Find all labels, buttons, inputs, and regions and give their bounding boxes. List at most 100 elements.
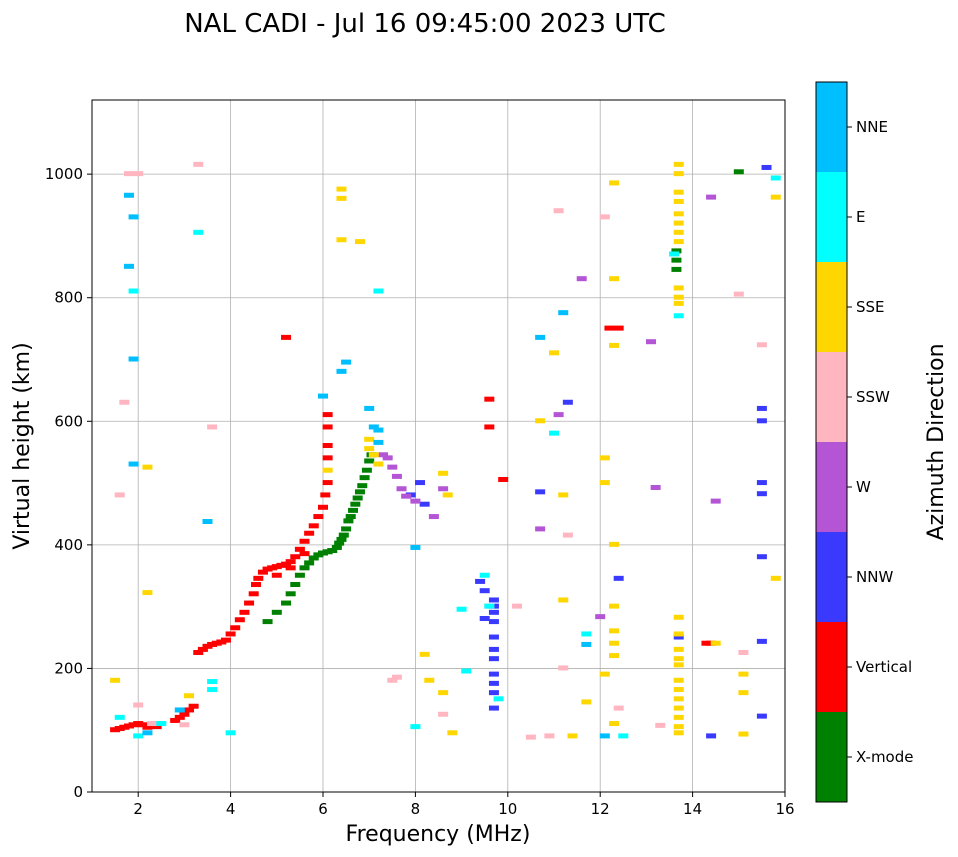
data-point-sse — [609, 653, 620, 659]
data-point-ssw — [613, 705, 624, 711]
data-point-w — [595, 614, 606, 620]
data-point-e — [373, 288, 384, 294]
data-point-sse — [336, 186, 347, 192]
y-axis-label: Virtual height (km) — [10, 342, 35, 549]
data-point-x-mode — [341, 526, 352, 532]
data-point-sse — [673, 239, 684, 245]
x-tick-label: 4 — [226, 800, 236, 818]
data-point-nnw — [756, 638, 767, 644]
data-point-vertical — [613, 325, 624, 331]
data-point-x-mode — [294, 572, 305, 578]
data-point-vertical — [285, 559, 296, 565]
colorbar-segment — [816, 442, 847, 532]
data-point-vertical — [257, 569, 268, 575]
data-point-ssw — [114, 492, 125, 498]
data-point-sse — [609, 721, 620, 727]
y-tick-label: 1000 — [45, 165, 83, 183]
x-tick-label: 6 — [318, 800, 328, 818]
data-point-sse — [673, 614, 684, 620]
data-point-x-mode — [357, 483, 368, 489]
data-point-vertical — [253, 575, 264, 581]
data-point-vertical — [244, 600, 255, 606]
data-point-e — [128, 288, 139, 294]
data-point-w — [410, 498, 421, 504]
data-point-nnw — [488, 597, 499, 603]
data-point-nne — [318, 393, 328, 399]
data-point-sse — [442, 492, 453, 498]
data-point-sse — [567, 733, 578, 739]
data-point-nne — [128, 214, 139, 220]
data-point-x-mode — [343, 518, 354, 524]
colorbar-segment — [816, 712, 847, 802]
data-point-sse — [673, 687, 684, 693]
data-point-nnw — [488, 609, 499, 615]
data-point-sse — [609, 276, 620, 282]
x-tick-label: 14 — [683, 800, 702, 818]
axes-ticks: 2 4 6 8 10 12 14 16 0 200 400 600 800 1000 — [45, 165, 795, 818]
data-point-nnw — [415, 480, 426, 486]
data-point-x-mode — [671, 257, 682, 263]
data-point-sse — [673, 161, 684, 167]
data-point-nne — [123, 263, 134, 269]
data-point-nnw — [562, 399, 573, 405]
data-point-vertical — [290, 554, 301, 560]
data-point-vertical — [197, 646, 208, 652]
data-point-ssw — [391, 674, 402, 680]
data-point-nnw — [756, 554, 767, 560]
data-point-x-mode — [304, 560, 315, 566]
colorbar-segment — [816, 262, 847, 352]
data-point-vertical — [299, 551, 310, 557]
data-point-sse — [673, 220, 684, 226]
data-point-x-mode — [350, 501, 361, 507]
x-tick-label: 2 — [133, 800, 143, 818]
data-point-e — [207, 687, 218, 693]
data-point-sse — [535, 418, 546, 424]
data-point-x-mode — [345, 514, 356, 520]
data-point-x-mode — [331, 544, 342, 550]
data-point-sse — [673, 229, 684, 235]
data-point-ssw — [179, 722, 190, 728]
data-point-nnw — [488, 680, 499, 686]
data-point-e — [207, 679, 218, 685]
x-tick-label: 12 — [591, 800, 610, 818]
data-point-sse — [673, 705, 684, 711]
data-point-nnw — [756, 418, 767, 424]
data-point-w — [387, 464, 398, 470]
x-tick-label: 10 — [498, 800, 517, 818]
data-point-sse — [609, 541, 620, 547]
data-point-vertical — [318, 504, 328, 510]
data-point-vertical — [271, 572, 282, 578]
colorbar-tick-label: SSW — [856, 388, 890, 406]
data-point-ssw — [133, 171, 144, 177]
data-point-nnw — [761, 164, 772, 170]
plot-frame — [91, 99, 786, 793]
data-point-nne — [341, 359, 352, 365]
data-point-nnw — [673, 634, 684, 640]
colorbar-tick-label: NNW — [856, 568, 893, 586]
data-point-sse — [673, 631, 684, 637]
data-point-nne — [364, 405, 375, 411]
data-point-x-mode — [290, 582, 301, 588]
data-point-e — [461, 668, 472, 674]
data-point-e — [484, 603, 495, 609]
data-point-ssw — [207, 424, 218, 430]
data-point-nne — [123, 192, 134, 198]
data-point-sse — [673, 646, 684, 652]
data-point-e — [549, 430, 559, 436]
data-point-sse — [673, 189, 684, 195]
data-point-x-mode — [361, 467, 372, 473]
data-point-nnw — [488, 619, 499, 625]
data-point-vertical — [230, 625, 241, 631]
x-axis-label: Frequency (MHz) — [346, 822, 531, 847]
data-point-nnw — [756, 480, 767, 486]
data-point-e — [669, 251, 680, 257]
data-point-sse — [599, 480, 610, 486]
data-point-w — [535, 526, 546, 532]
data-point-x-mode — [271, 609, 282, 615]
data-point-ssw — [599, 214, 610, 220]
data-point-nnw — [488, 646, 499, 652]
data-point-w — [553, 412, 564, 418]
data-point-w — [391, 473, 402, 479]
data-point-sse — [770, 194, 781, 200]
